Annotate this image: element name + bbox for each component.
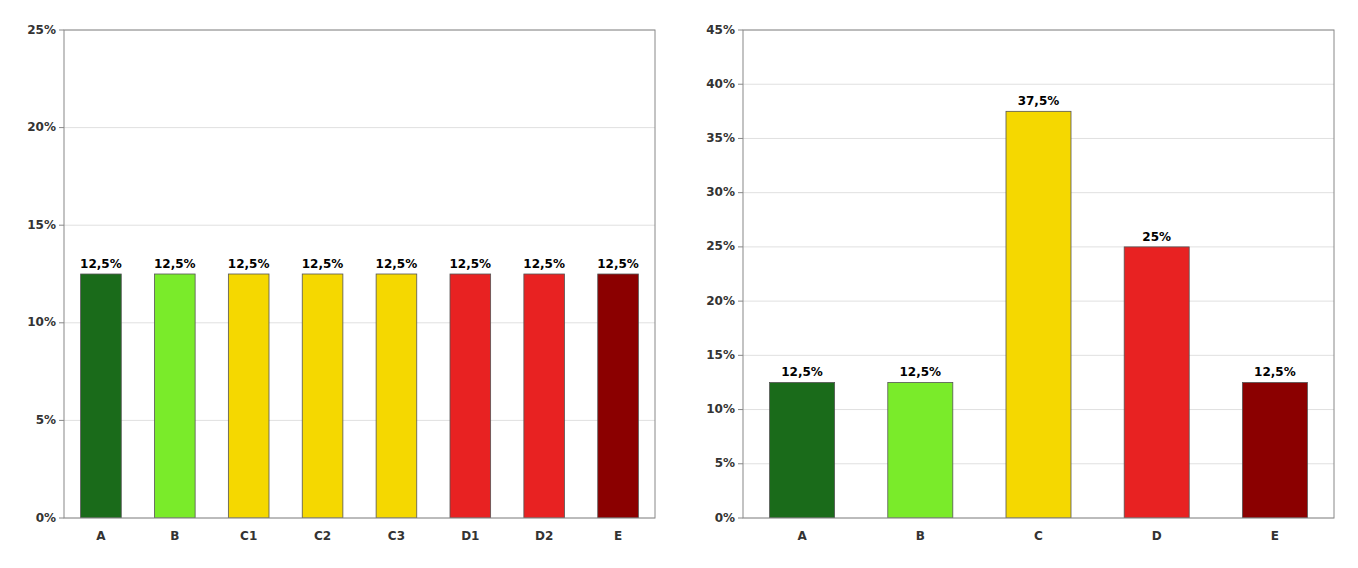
bar [1124,247,1189,518]
data-label: 12,5% [1254,365,1296,379]
category-label: E [614,529,622,543]
bar [376,274,417,518]
category-label: D [1152,529,1162,543]
tick-mark [738,355,743,356]
tick-label: 35% [706,131,735,145]
category-label: B [170,529,179,543]
plot-frame [743,30,1334,518]
tick-label: 45% [706,23,735,37]
category-label: C1 [240,529,257,543]
data-label: 25% [1142,230,1171,244]
bar [1006,111,1071,518]
bar [524,274,565,518]
grid-line [64,127,655,128]
bar [598,274,639,518]
category-label: D2 [535,529,553,543]
category-label: D1 [461,529,479,543]
data-label: 12,5% [781,365,823,379]
category-label: A [96,529,106,543]
tick-mark [738,409,743,410]
tick-label: 40% [706,77,735,91]
data-label: 12,5% [899,365,941,379]
tick-mark [59,127,64,128]
data-label: 12,5% [302,257,344,271]
category-label: A [797,529,807,543]
labels: 12,5% 12,5% 12,5% 12,5% 12,5% 12,5% 12,5% 12,5% [80,257,639,271]
chart: 0%5%10%15%20%25%12,5%12,5%12,5%12,5%12,5… [27,23,655,544]
data-label: 12,5% [523,257,565,271]
grid-line [743,84,1334,85]
category-label: E [1271,529,1279,543]
tick-label: 5% [715,456,735,470]
plot-frame [64,30,655,518]
bar [1242,382,1307,518]
tick-label: 10% [706,402,735,416]
bar [228,274,269,518]
grid-line [64,420,655,421]
data-label: 12,5% [154,257,196,271]
tick-label: 20% [27,120,56,134]
tick-label: 10% [27,315,56,329]
tick-mark [738,301,743,302]
figure: 0%5%10%15%20%25%12,5%12,5%12,5%12,5%12,5… [0,0,1358,568]
tick-mark [59,225,64,226]
grid-line [64,225,655,226]
category-label: C3 [388,529,405,543]
tick-label: 30% [706,185,735,199]
tick-mark [59,322,64,323]
tick-label: 0% [36,511,56,525]
tick-mark [738,192,743,193]
tick-mark [59,518,64,519]
bars [770,111,1308,518]
tick-mark [59,420,64,421]
bar [450,274,491,518]
tick-label: 15% [27,218,56,232]
bar [770,382,835,518]
tick-mark [738,518,743,519]
category-label: B [916,529,925,543]
labels: 12,5% 12,5% 37,5% 25% 12,5% [781,94,1295,379]
data-label: 12,5% [597,257,639,271]
bar [154,274,195,518]
tick-mark [738,30,743,31]
data-label: 37,5% [1018,94,1060,108]
tick-mark [738,246,743,247]
category-label: C2 [314,529,331,543]
chart: 0% 5% 10% 15% 20% 25% 30% 35% 40% 45% 12,5% 12,5% 37… [706,23,1334,544]
data-label: 12,5% [228,257,270,271]
tick-label: 25% [706,239,735,253]
data-label: 12,5% [449,257,491,271]
tick-label: 20% [706,294,735,308]
tick-mark [59,30,64,31]
bar [81,274,122,518]
grid-line [64,322,655,323]
tick-mark [738,84,743,85]
tick-label: 0% [715,511,735,525]
bar [302,274,343,518]
tick-mark [738,138,743,139]
data-label: 12,5% [376,257,418,271]
bar [888,382,953,518]
tick-mark [738,463,743,464]
category-label: C [1034,529,1043,543]
data-label: 12,5% [80,257,122,271]
bars [81,274,639,518]
tick-label: 25% [27,23,56,37]
tick-label: 5% [36,413,56,427]
tick-label: 15% [706,348,735,362]
